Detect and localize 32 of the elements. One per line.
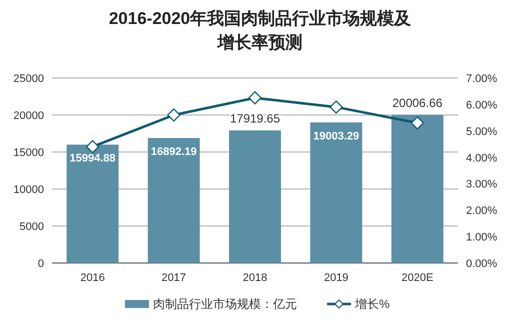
x-tick-label: 2017 — [162, 272, 186, 284]
y2-tick-label: 3.00% — [466, 178, 498, 191]
data-label: 19003.29 — [313, 130, 360, 142]
y2-tick-label: 4.00% — [466, 152, 498, 164]
y2-tick-label: 0.00% — [466, 258, 498, 270]
point — [248, 91, 262, 104]
y-tick-label: 20000 — [13, 110, 44, 122]
point — [86, 140, 100, 154]
data-label: 20006.66 — [392, 96, 443, 110]
y2-tick-label: 6.00% — [466, 99, 498, 112]
point — [410, 116, 424, 130]
y2-tick-label: 2.00% — [466, 205, 498, 218]
y2-tick-label: 7.00% — [466, 73, 498, 85]
x-tick-label: 2016 — [80, 272, 105, 284]
y-tick-label: 25000 — [13, 73, 44, 85]
legend-label: 增长% — [354, 297, 390, 311]
point — [167, 108, 180, 122]
data-label: 17919.65 — [230, 111, 280, 126]
x-tick-label: 2018 — [242, 272, 268, 284]
x-tick-label: 2019 — [324, 272, 348, 284]
chart-title: 2016-2020年我国肉制品行业市场规模及增长率预测 — [108, 9, 412, 52]
y-tick-label: 10000 — [13, 184, 44, 196]
x-tick-label: 2020E — [401, 272, 434, 284]
y-tick-label: 0 — [38, 258, 44, 270]
data-label: 16892.19 — [150, 146, 197, 158]
point — [330, 100, 343, 114]
legend-label: 肉制品行业市场规模：亿元 — [153, 297, 297, 311]
y-tick-label: 5000 — [20, 221, 44, 233]
y-tick-label: 15000 — [13, 147, 44, 159]
y2-tick-label: 1.00% — [466, 232, 498, 244]
y2-tick-label: 5.00% — [466, 126, 498, 138]
data-label: 15994.88 — [70, 152, 116, 165]
